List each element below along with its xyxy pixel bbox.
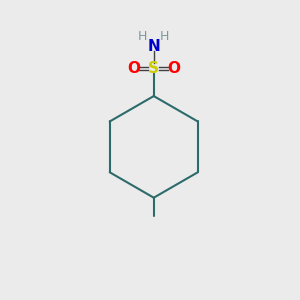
Text: O: O bbox=[128, 61, 141, 76]
Text: H: H bbox=[160, 29, 170, 43]
Text: O: O bbox=[167, 61, 180, 76]
Text: S: S bbox=[148, 61, 159, 76]
Text: H: H bbox=[138, 29, 147, 43]
Text: N: N bbox=[147, 39, 160, 54]
